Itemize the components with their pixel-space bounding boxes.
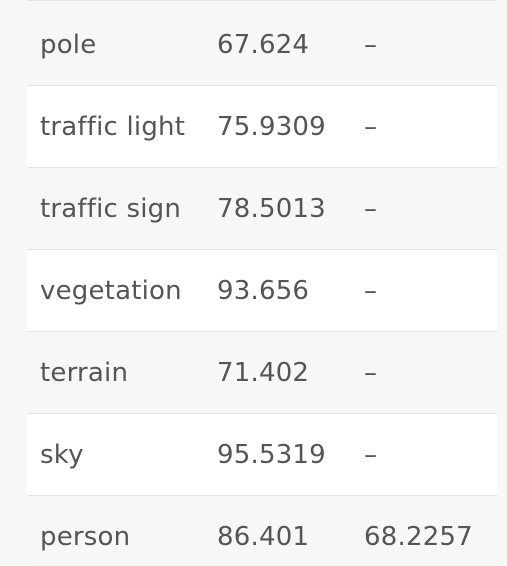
class-name-cell: vegetation: [27, 249, 204, 332]
instance-score-cell: –: [352, 85, 497, 168]
class-name-cell: traffic light: [27, 85, 204, 168]
table-row: traffic light 75.9309 –: [27, 85, 497, 168]
class-name-cell: person: [27, 495, 204, 566]
instance-score-cell: –: [352, 331, 497, 414]
table-row: terrain 71.402 –: [27, 331, 497, 414]
score-cell: 75.9309: [204, 85, 352, 168]
score-cell: 95.5319: [204, 413, 352, 496]
class-name-cell: pole: [27, 0, 204, 86]
score-cell: 67.624: [204, 0, 352, 86]
instance-score-cell: –: [352, 413, 497, 496]
table-row: traffic sign 78.5013 –: [27, 167, 497, 250]
table-row: pole 67.624 –: [27, 0, 497, 86]
class-name-cell: traffic sign: [27, 167, 204, 250]
table-row: sky 95.5319 –: [27, 413, 497, 496]
instance-score-cell: 68.2257: [352, 495, 497, 566]
class-name-cell: terrain: [27, 331, 204, 414]
instance-score-cell: –: [352, 0, 497, 86]
table-row: person 86.401 68.2257: [27, 495, 497, 566]
score-cell: 93.656: [204, 249, 352, 332]
table-row: vegetation 93.656 –: [27, 249, 497, 332]
class-name-cell: sky: [27, 413, 204, 496]
results-table: pole 67.624 – traffic light 75.9309 – tr…: [27, 0, 497, 566]
instance-score-cell: –: [352, 167, 497, 250]
results-table-container: pole 67.624 – traffic light 75.9309 – tr…: [27, 0, 497, 566]
score-cell: 78.5013: [204, 167, 352, 250]
score-cell: 86.401: [204, 495, 352, 566]
instance-score-cell: –: [352, 249, 497, 332]
score-cell: 71.402: [204, 331, 352, 414]
